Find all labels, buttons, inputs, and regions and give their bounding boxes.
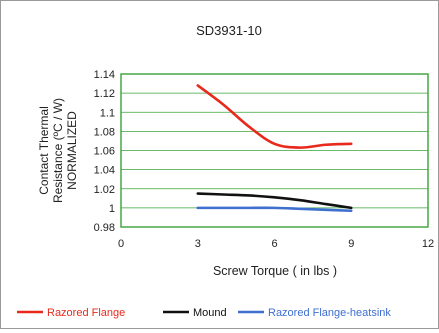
y-tick-label: 1.12 (94, 88, 115, 100)
x-axis-ticks: 0 3 6 9 12 (118, 238, 434, 250)
y-tick-label: 1.04 (94, 165, 115, 177)
series-line (196, 206, 353, 213)
y-tick-label: 0.98 (94, 222, 115, 234)
x-tick-label: 0 (118, 238, 124, 250)
y-tick-label: 1.08 (94, 126, 115, 138)
legend-label: Razored Flange-heatsink (268, 307, 391, 319)
y-tick-label: 1.14 (94, 69, 115, 81)
series-line (196, 192, 353, 210)
gridlines (121, 92, 428, 209)
y-tick-label: 1 (109, 203, 115, 215)
y-axis-label-line: NORMALIZED (65, 111, 79, 190)
x-tick-label: 9 (348, 238, 354, 250)
y-axis-label-line: Contact Thermal (37, 106, 51, 194)
y-tick-label: 1.1 (100, 107, 115, 119)
series-line (196, 84, 353, 149)
x-tick-label: 3 (195, 238, 201, 250)
legend: Razored Flange Mound Razored Flange-heatsi… (17, 307, 391, 319)
x-axis-label: Screw Torque ( in lbs ) (213, 264, 337, 278)
plot-area (120, 73, 429, 228)
x-tick-label: 12 (422, 238, 434, 250)
series-lines (196, 84, 353, 213)
y-axis-label-line: Resistance (ºC / W) (51, 98, 65, 203)
y-tick-label: 1.06 (94, 146, 115, 158)
legend-label: Mound (193, 307, 227, 319)
legend-label: Razored Flange (47, 307, 125, 319)
y-tick-label: 1.02 (94, 184, 115, 196)
x-tick-label: 6 (271, 238, 277, 250)
chart-svg: SD3931-10 Contact Thermal Resistance (ºC… (17, 23, 434, 319)
chart-title: SD3931-10 (196, 23, 262, 38)
y-axis-label: Contact Thermal Resistance (ºC / W) NORM… (37, 98, 79, 203)
y-axis-ticks: 0.98 1 1.02 1.04 1.06 1.08 1.1 1.12 1.14 (94, 69, 115, 234)
